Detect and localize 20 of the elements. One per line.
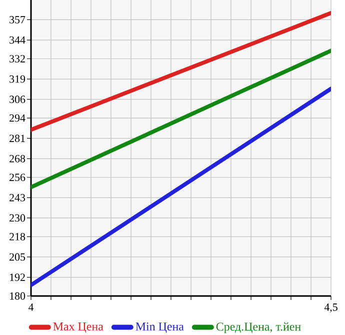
y-tick-label: 268 [10,154,26,162]
y-tick-label: 281 [10,134,25,142]
y-tick-label: 332 [10,55,25,62]
y-tick-label: 192 [10,274,25,281]
y-tick-label: 344 [10,36,26,44]
y-tick-label: 243 [10,194,26,202]
legend-label: Min Цена [136,322,184,333]
y-tick-label: 357 [10,16,26,24]
legend-label: Max Цена [53,322,104,333]
x-tick-label: 4,5 [324,304,338,312]
y-tick-label: 230 [10,214,26,222]
y-tick-label: 205 [10,253,26,261]
y-tick-label: 306 [10,96,26,104]
legend-label: Сред.Цена, т.йен [216,322,301,334]
y-tick-label: 256 [10,174,26,182]
y-tick-label: 319 [10,75,26,83]
y-tick-label: 294 [10,114,26,122]
y-tick-label: 218 [10,232,26,240]
x-tick-label: 4 [28,304,34,311]
y-tick-label: 180 [10,292,26,300]
